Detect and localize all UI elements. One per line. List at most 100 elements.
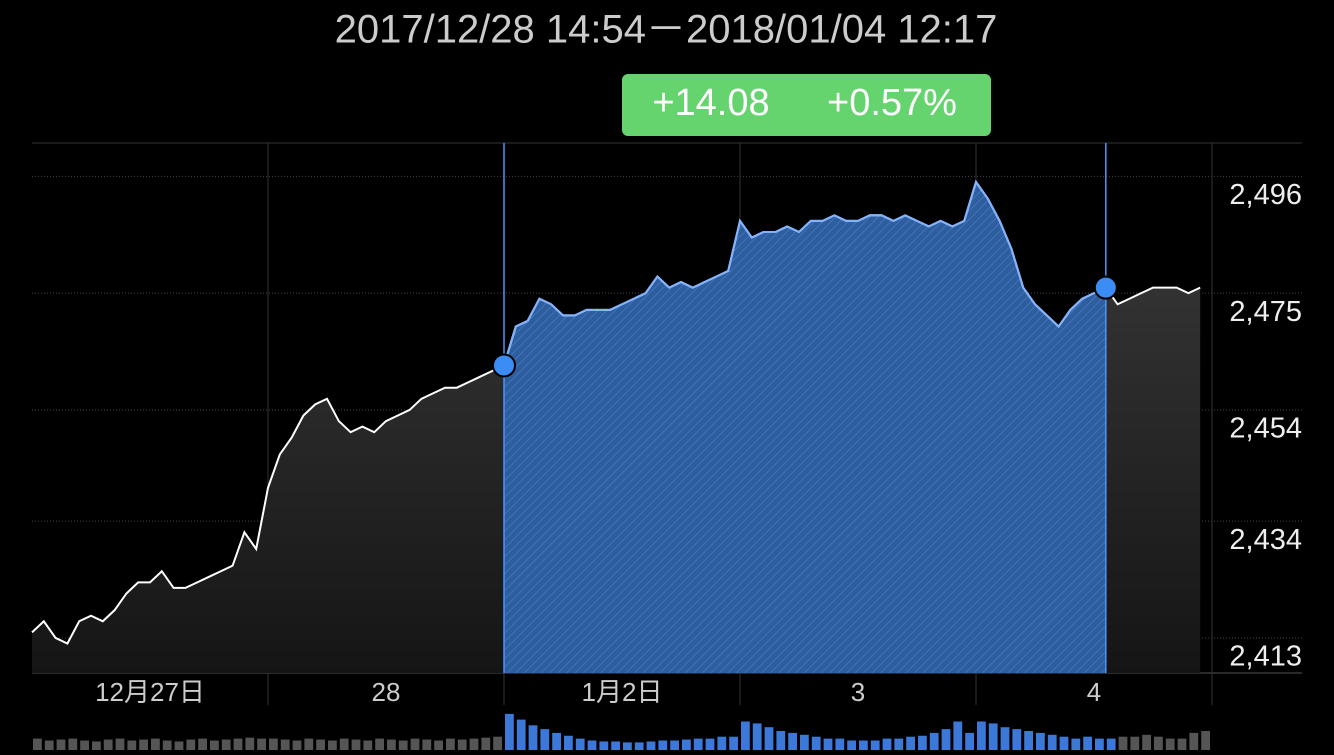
volume-bar xyxy=(599,741,609,750)
volume-bar xyxy=(682,739,691,750)
volume-bar xyxy=(446,738,455,750)
y-tick-label: 2,454 xyxy=(1229,413,1302,445)
volume-bar xyxy=(103,739,113,750)
volume-bar xyxy=(776,731,786,750)
volume-bar xyxy=(493,736,502,750)
volume-bar xyxy=(481,737,491,750)
volume-bar xyxy=(198,738,207,750)
volume-bar xyxy=(469,738,479,750)
volume-bar xyxy=(811,736,821,750)
volume-bar xyxy=(162,740,172,750)
volume-bar xyxy=(870,740,880,750)
volume-bar xyxy=(269,738,278,750)
y-tick-label: 2,475 xyxy=(1229,296,1302,328)
volume-bar xyxy=(186,739,196,750)
volume-bar xyxy=(823,738,833,750)
volume-bar xyxy=(1177,738,1187,750)
volume-bar xyxy=(528,725,538,750)
volume-bar xyxy=(292,740,302,750)
volume-bar xyxy=(1059,736,1069,750)
volume-bar xyxy=(1201,731,1210,750)
volume-bar xyxy=(1130,736,1140,750)
volume-bar xyxy=(788,732,797,750)
volume-bar xyxy=(115,738,125,750)
volume-bar xyxy=(847,740,856,750)
volume-bar xyxy=(363,740,373,750)
change-percent: +0.57% xyxy=(827,82,957,124)
volume-bar xyxy=(1154,736,1163,750)
volume-bar xyxy=(422,739,432,750)
selection-handle[interactable] xyxy=(1093,275,1118,300)
volume-bar xyxy=(906,736,915,750)
change: +14.08 xyxy=(652,82,769,124)
volume-bar xyxy=(516,719,526,750)
volume-bar xyxy=(1036,732,1045,750)
y-tick-label: 2,496 xyxy=(1229,179,1302,211)
volume-bar xyxy=(1142,734,1151,750)
x-tick-label: 1月2日 xyxy=(582,677,663,707)
volume-bar xyxy=(941,729,951,750)
volume-bar xyxy=(410,738,420,750)
volume-bar xyxy=(977,721,986,750)
volume-bar xyxy=(221,739,231,750)
volume-bar xyxy=(351,739,361,750)
volume-bar xyxy=(670,740,679,750)
volume-bar xyxy=(634,742,644,750)
volume-bar xyxy=(953,721,963,750)
y-tick-label: 2,413 xyxy=(1229,641,1302,673)
volume-bar xyxy=(693,738,703,750)
change-badge xyxy=(622,74,991,136)
x-tick-label: 28 xyxy=(372,677,401,707)
volume-bar xyxy=(564,735,573,750)
volume-bar xyxy=(1024,731,1033,750)
volume-bar xyxy=(434,740,443,750)
volume-bar xyxy=(918,735,927,750)
volume-bar xyxy=(398,740,408,750)
volume-bar xyxy=(210,740,219,750)
x-tick-label: 12月27日 xyxy=(95,677,205,707)
volume-bar xyxy=(575,738,585,750)
volume-bar xyxy=(929,732,939,750)
x-tick-label: 3 xyxy=(851,677,865,707)
volume-bar xyxy=(717,736,727,750)
volume-bar xyxy=(764,727,774,750)
volume-bar xyxy=(1095,738,1104,750)
volume-bar xyxy=(33,738,42,750)
volume-bar xyxy=(894,738,904,750)
selected-area xyxy=(504,181,1106,673)
volume-bar xyxy=(705,738,715,750)
volume-bar xyxy=(1000,727,1010,750)
selection-handle[interactable] xyxy=(492,353,516,378)
volume-bar xyxy=(965,732,974,750)
volume-bar xyxy=(375,738,384,750)
volume-bar xyxy=(1012,729,1022,750)
volume-bar xyxy=(339,738,349,750)
volume-bar xyxy=(1106,738,1116,750)
volume-bar xyxy=(658,740,668,750)
volume-bar xyxy=(44,740,54,750)
volume-bar xyxy=(316,739,325,750)
volume-bar xyxy=(174,741,184,750)
volume-bar xyxy=(646,741,656,750)
volume-bar xyxy=(280,739,290,750)
selected-line xyxy=(504,179,1106,367)
volume-bar xyxy=(68,738,78,750)
volume-bar xyxy=(304,738,314,750)
volume-bar xyxy=(151,738,160,750)
volume-bar xyxy=(800,734,809,750)
volume-bar xyxy=(741,721,750,750)
volume-bar xyxy=(729,736,738,750)
volume-bar xyxy=(1071,738,1081,750)
volume-bar xyxy=(80,740,89,750)
volume-bar xyxy=(127,740,137,750)
volume-bar xyxy=(387,739,396,750)
volume-bar xyxy=(139,739,148,750)
y-tick-label: 2,434 xyxy=(1229,524,1302,556)
volume-bar xyxy=(835,738,845,750)
volume-bar xyxy=(505,713,514,750)
volume-bar xyxy=(1189,732,1199,750)
volume-bar xyxy=(1118,736,1128,750)
volume-bar xyxy=(457,739,467,750)
